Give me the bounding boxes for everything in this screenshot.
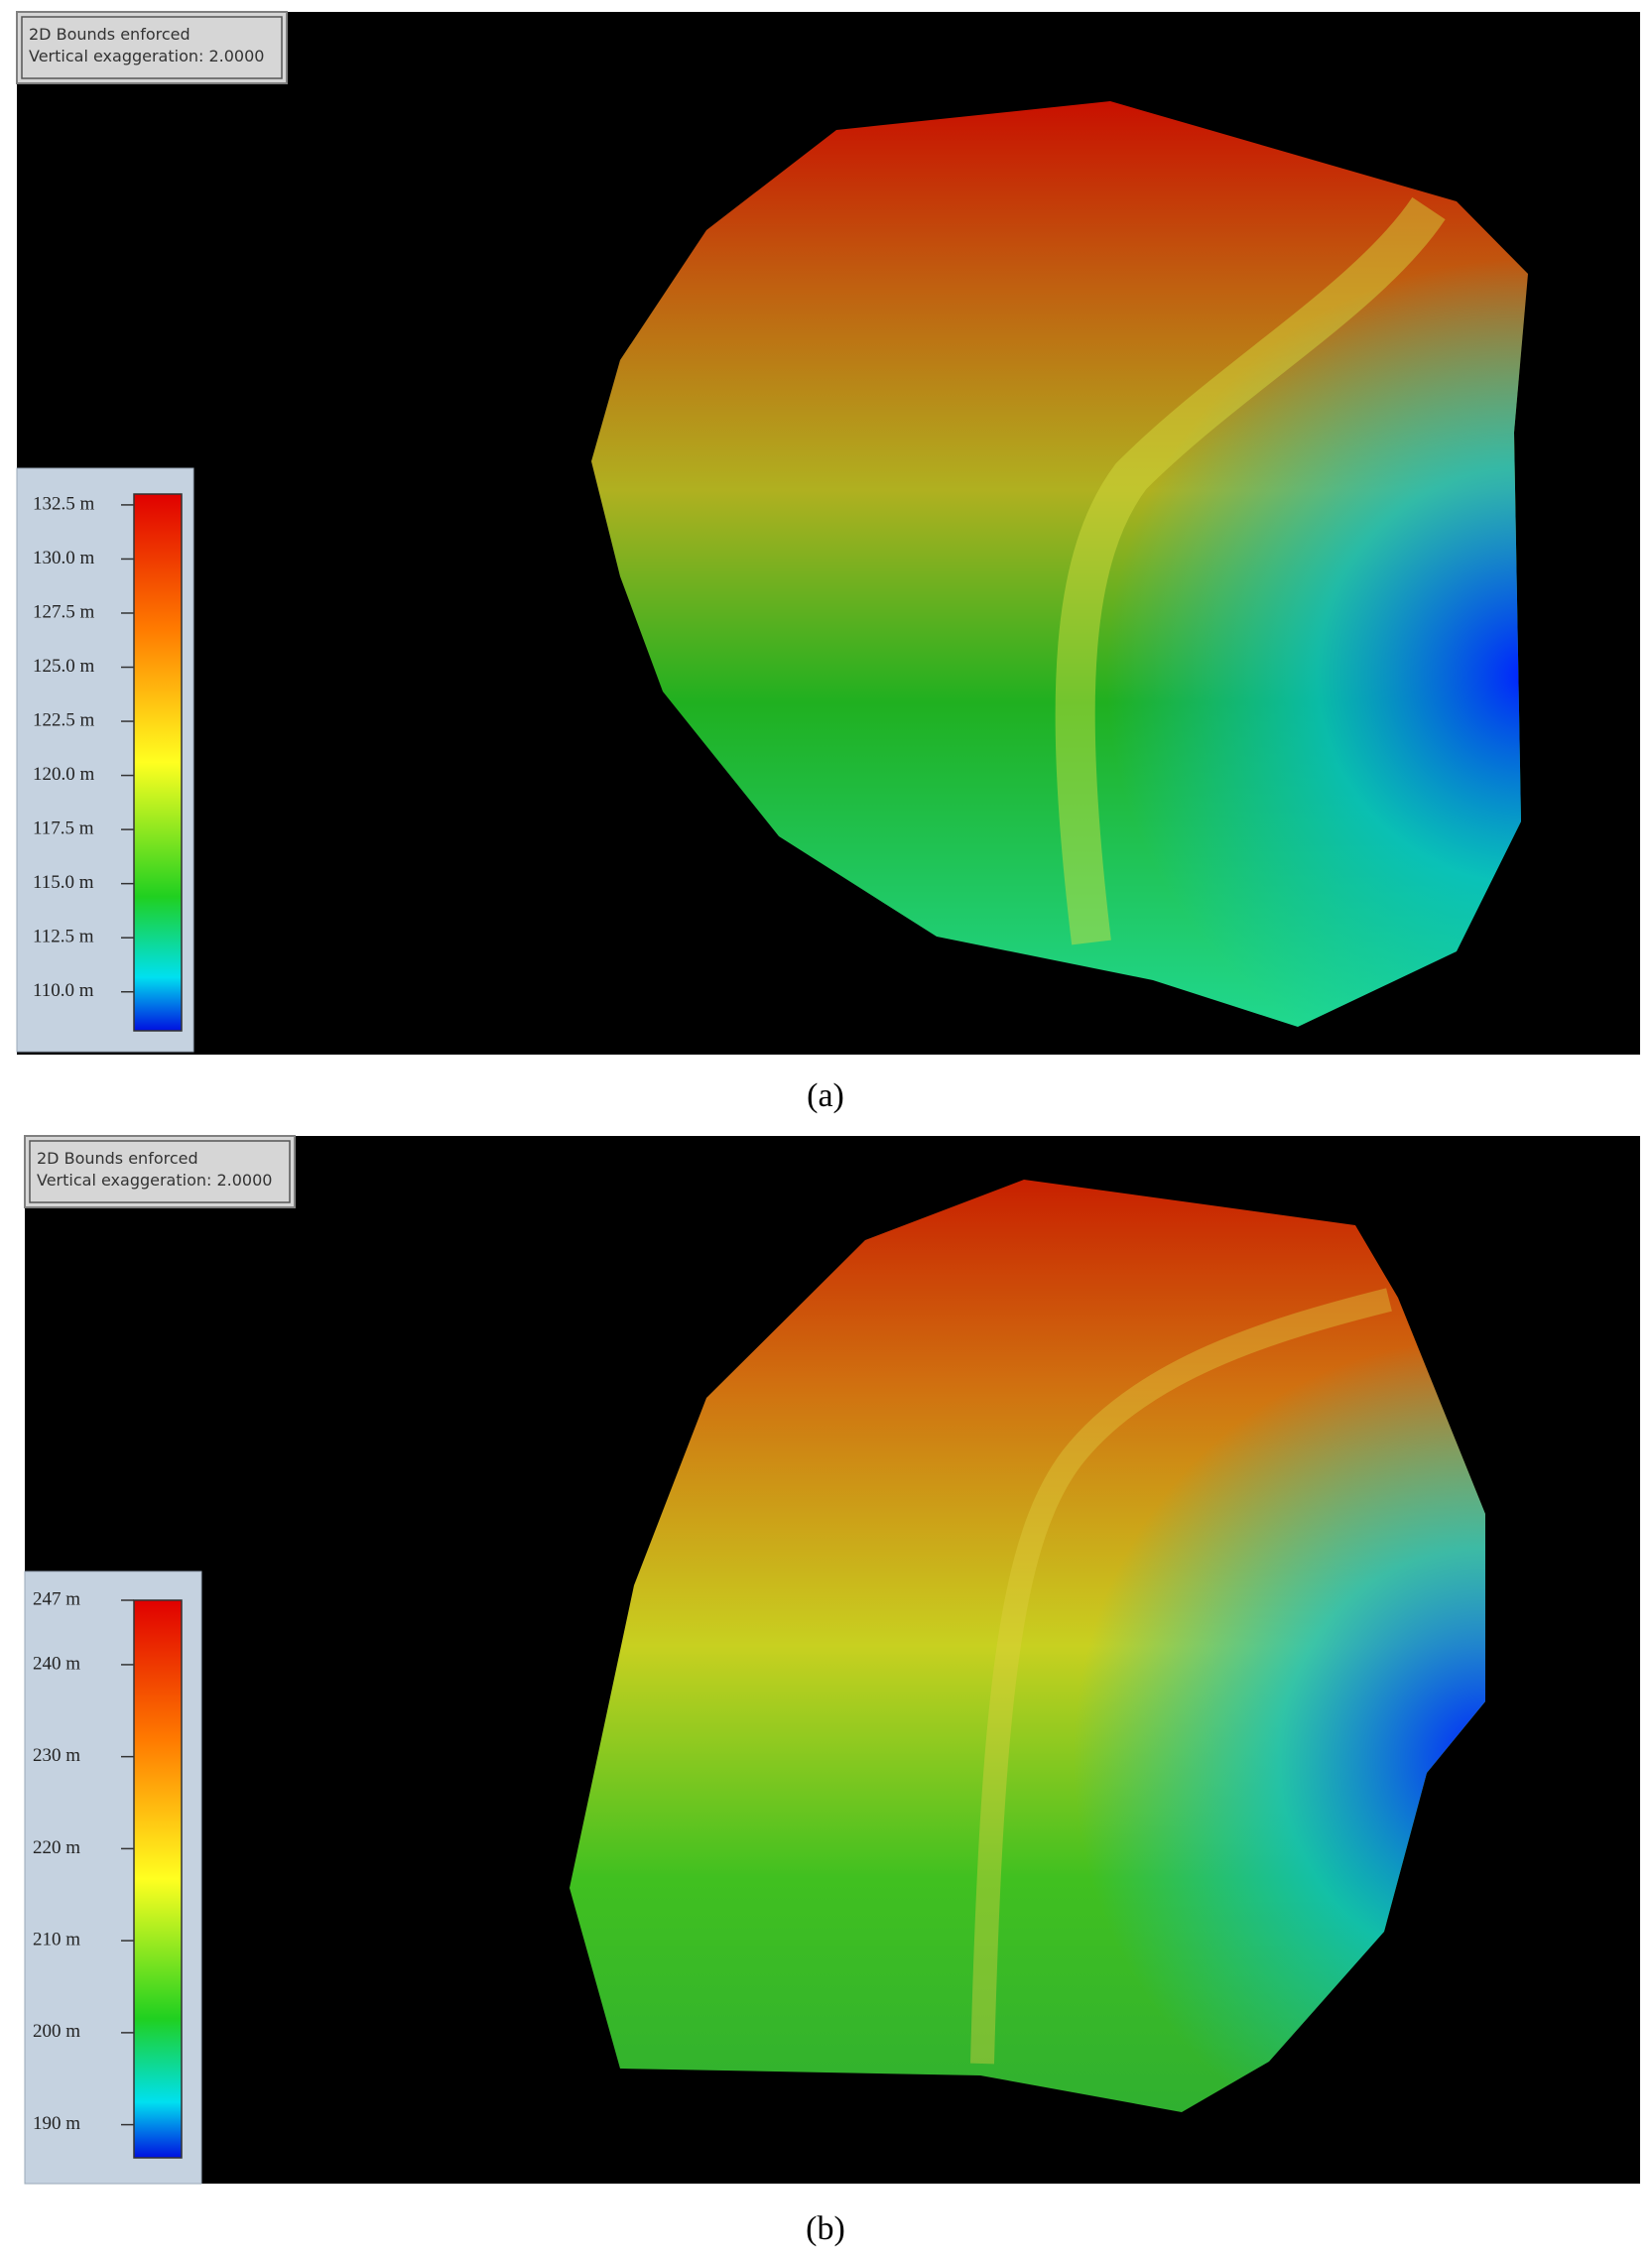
info-box-inner bbox=[29, 1140, 291, 1203]
colorbar bbox=[133, 1599, 183, 2159]
tick-label: 240 m bbox=[33, 1653, 80, 1674]
info-line: Vertical exaggeration: 2.0000 bbox=[29, 47, 264, 65]
tick-label: 117.5 m bbox=[33, 817, 94, 838]
tick-label: 230 m bbox=[33, 1745, 80, 1766]
tick-label: 220 m bbox=[33, 1837, 80, 1858]
tick-label: 190 m bbox=[33, 2113, 80, 2134]
info-box-inner bbox=[21, 16, 283, 79]
tick-label: 125.0 m bbox=[33, 656, 95, 677]
road bbox=[1055, 196, 1446, 945]
caption: (a) bbox=[807, 1077, 844, 1114]
tick-label: 115.0 m bbox=[33, 872, 94, 893]
tick-label: 110.0 m bbox=[33, 980, 94, 1001]
tick-label: 200 m bbox=[33, 2021, 80, 2042]
tick-label: 122.5 m bbox=[33, 709, 95, 730]
tick-label: 132.5 m bbox=[33, 493, 95, 514]
tick-label: 130.0 m bbox=[33, 548, 95, 568]
tick-label: 247 m bbox=[33, 1588, 80, 1609]
tick-label: 127.5 m bbox=[33, 601, 95, 622]
info-box bbox=[16, 11, 288, 84]
caption: (b) bbox=[806, 2210, 845, 2247]
info-line: Vertical exaggeration: 2.0000 bbox=[37, 1171, 272, 1190]
panel-a bbox=[17, 12, 1640, 1055]
terrain-shade bbox=[591, 101, 1528, 1027]
road bbox=[970, 1288, 1392, 2065]
colorbar bbox=[133, 493, 183, 1032]
info-box bbox=[24, 1135, 296, 1208]
tick-label: 112.5 m bbox=[33, 927, 94, 947]
info-line: 2D Bounds enforced bbox=[29, 25, 191, 44]
tick-label: 210 m bbox=[33, 1929, 80, 1949]
terrain-shade bbox=[570, 1180, 1485, 2112]
info-line: 2D Bounds enforced bbox=[37, 1149, 198, 1168]
tick-label: 120.0 m bbox=[33, 764, 95, 785]
panel-b bbox=[25, 1136, 1640, 2184]
